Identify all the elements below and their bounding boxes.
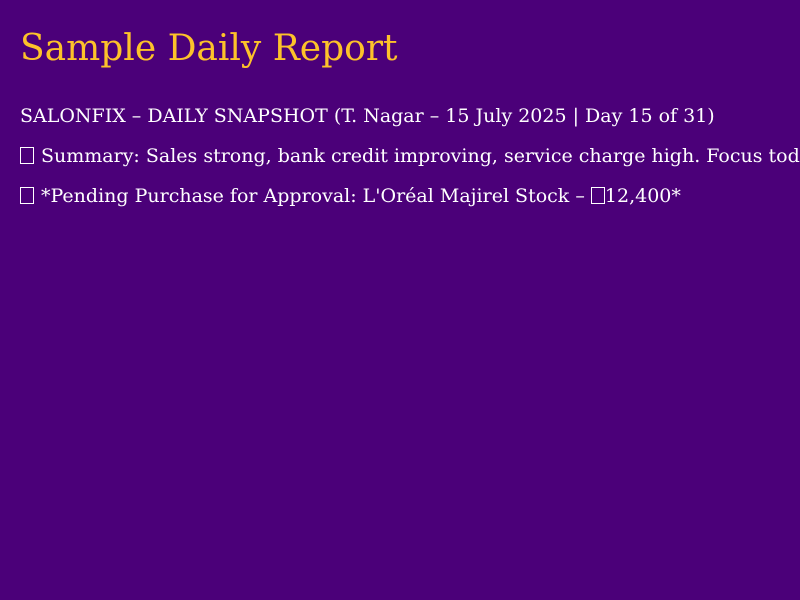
daily-report: Sample Daily Report SALONFIX – DAILY SNA… (20, 0, 800, 600)
pending-purchase-line: *Pending Purchase for Approval: L'Oréal … (20, 183, 681, 209)
snapshot-header: SALONFIX – DAILY SNAPSHOT (T. Nagar – 15… (20, 105, 715, 127)
pending-purchase-text: *Pending Purchase for Approval: L'Oréal … (41, 185, 591, 207)
missing-glyph-icon (20, 187, 34, 204)
summary-text: Summary: Sales strong, bank credit impro… (41, 145, 800, 167)
report-title: Sample Daily Report (20, 28, 398, 69)
summary-line: Summary: Sales strong, bank credit impro… (20, 143, 800, 169)
missing-glyph-icon (20, 147, 34, 164)
pending-purchase-amount: 12,400* (604, 185, 681, 207)
currency-missing-glyph-icon (590, 187, 605, 204)
